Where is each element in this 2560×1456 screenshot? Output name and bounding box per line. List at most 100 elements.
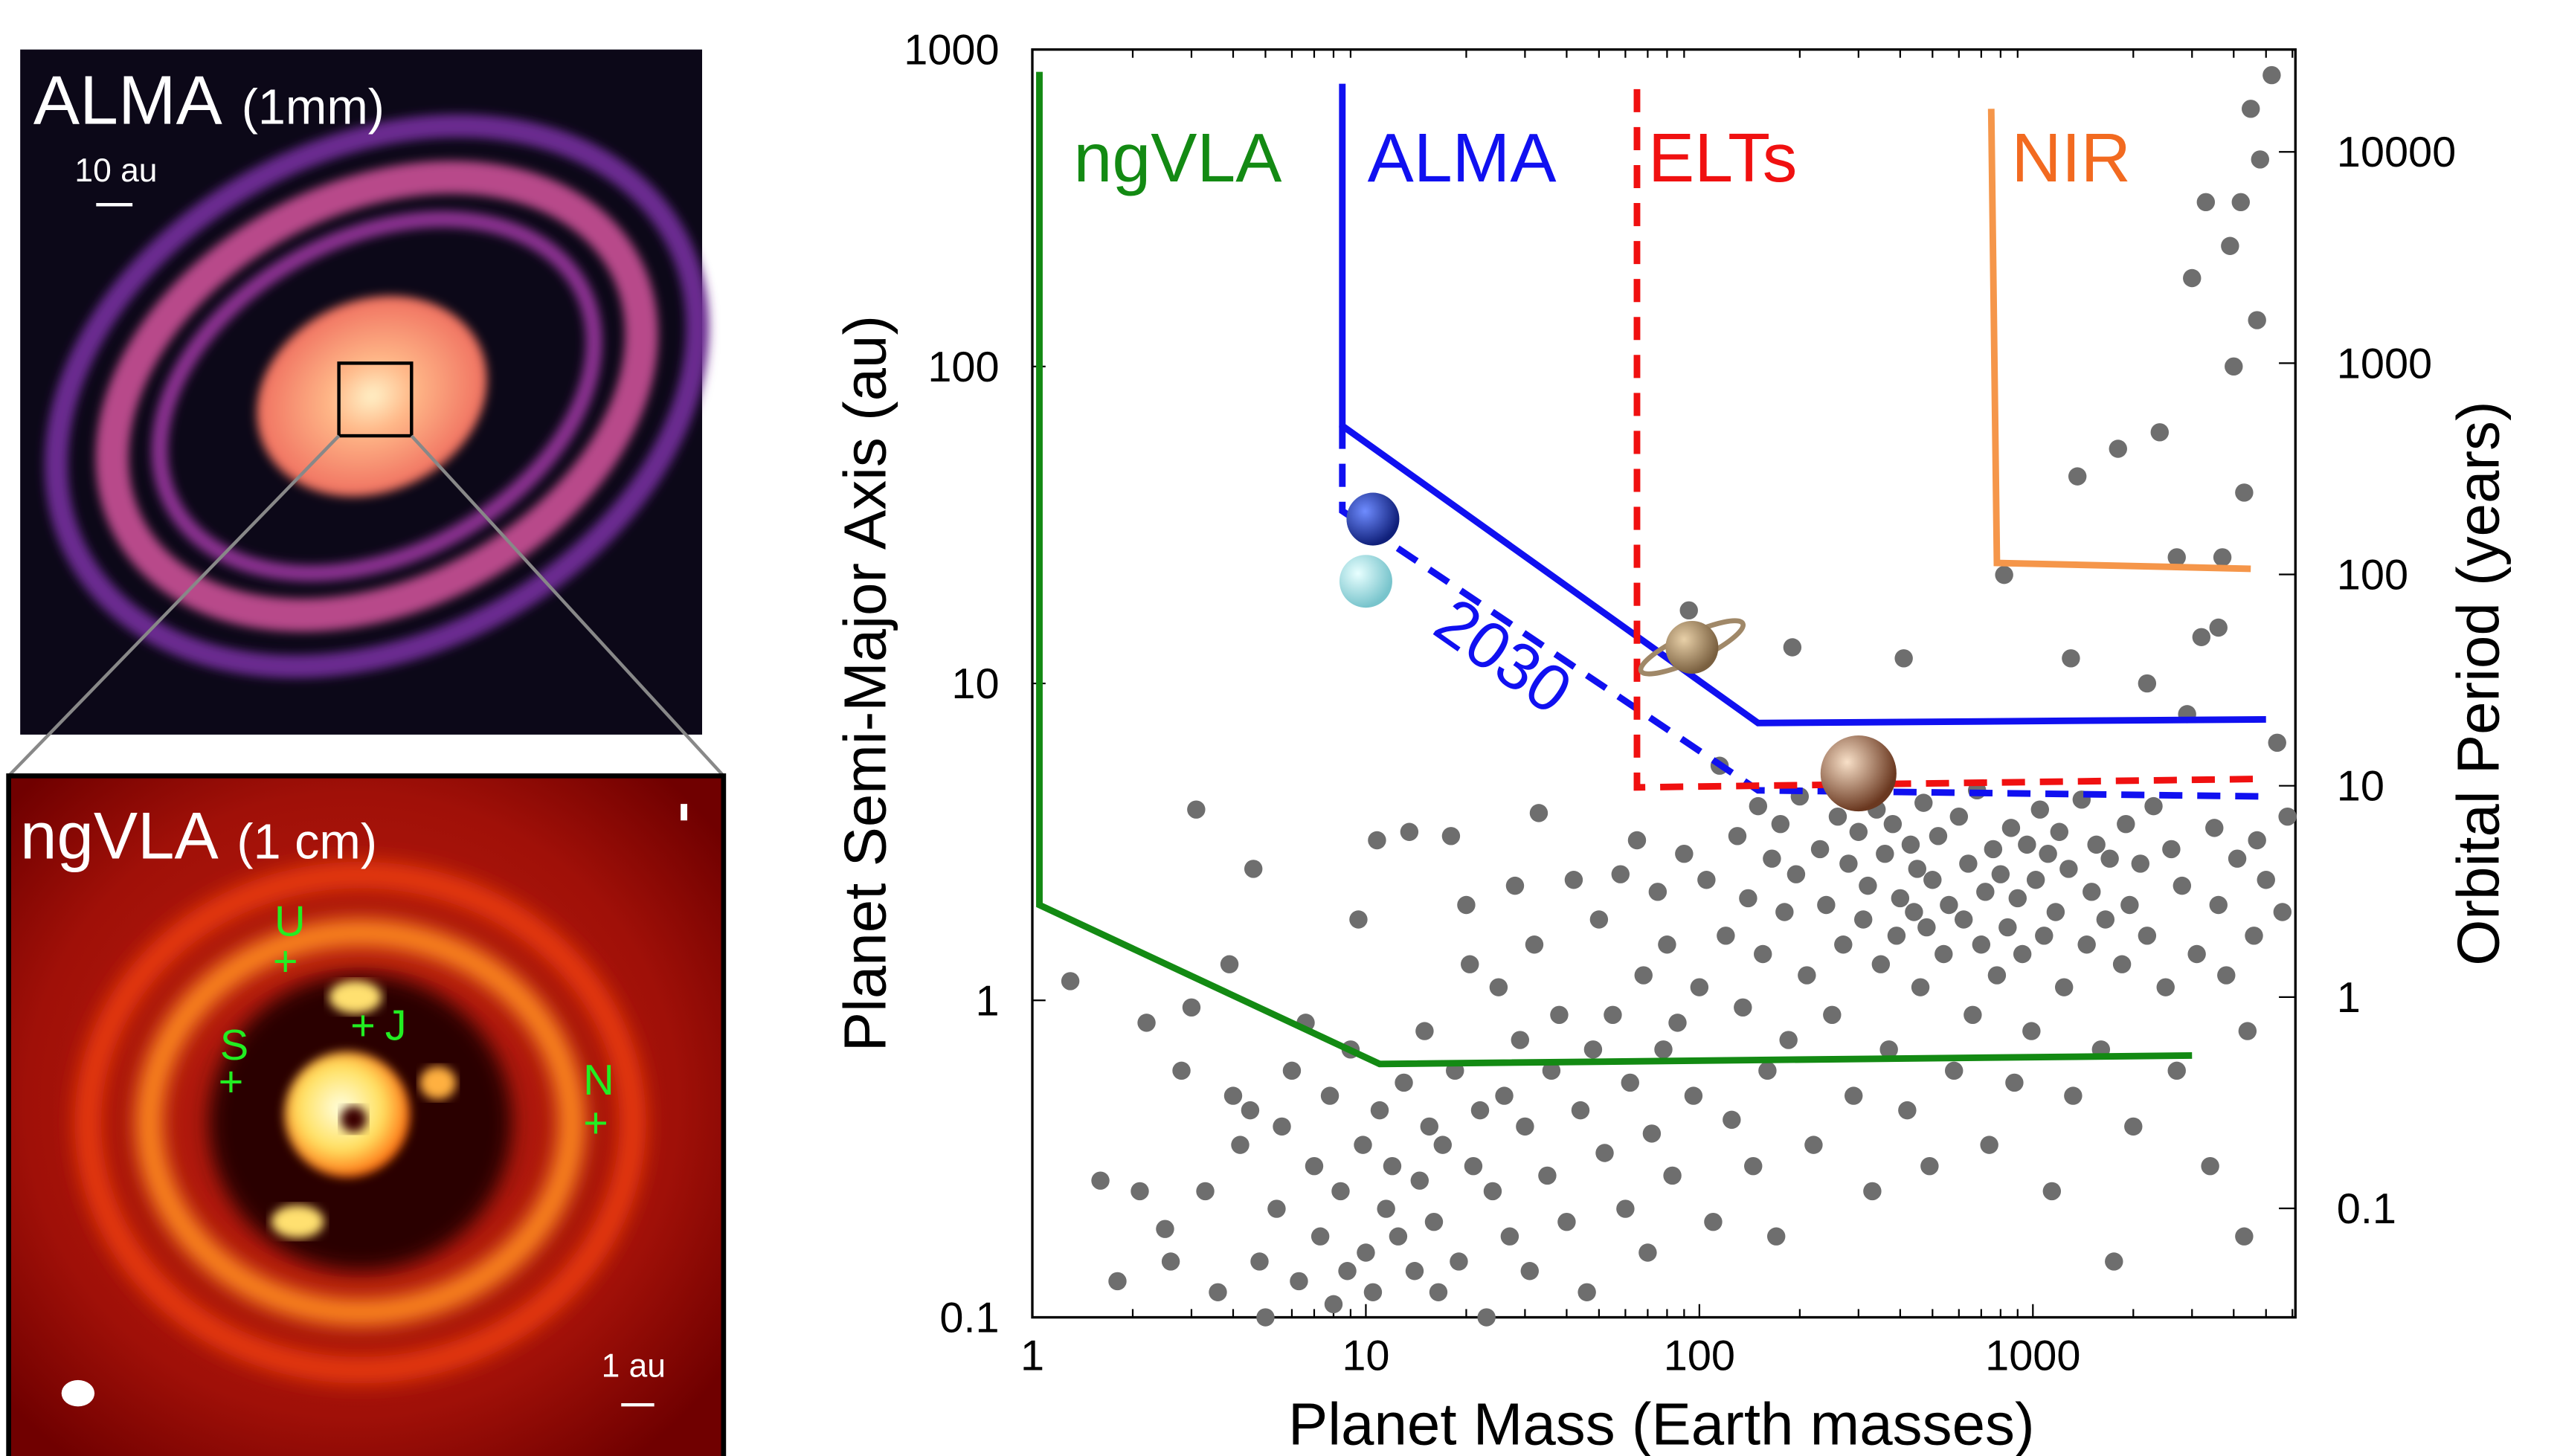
exoplanet-point — [1557, 1213, 1576, 1231]
exoplanet-point — [1668, 1014, 1687, 1032]
exoplanet-point — [2273, 903, 2292, 921]
exoplanet-point — [2013, 944, 2032, 964]
exoplanet-point — [1220, 955, 1239, 973]
planet-marker-saturn: S + — [219, 1022, 249, 1106]
exoplanet-point — [1849, 822, 1868, 841]
exoplanet-point — [2005, 1073, 2024, 1092]
exoplanet-point — [1415, 1022, 1434, 1040]
exoplanet-point — [1914, 793, 1933, 812]
exoplanet-point — [2156, 978, 2175, 996]
exoplanet-point — [2257, 871, 2275, 889]
exoplanet-point — [1905, 903, 1923, 921]
exoplanet-point — [1621, 1073, 1639, 1092]
exoplanet-point — [1923, 871, 1942, 889]
exoplanet-point — [1901, 835, 1920, 854]
exoplanet-point — [1500, 1227, 1519, 1246]
exoplanet-point — [2105, 1252, 2123, 1271]
exoplanet-point — [1648, 883, 1667, 901]
svg-text:+: + — [273, 938, 298, 985]
exoplanet-point — [1863, 1182, 1882, 1201]
exoplanet-point — [1241, 1101, 1260, 1120]
exoplanet-point — [2144, 796, 2163, 816]
exoplanet-point — [1887, 927, 1906, 945]
exoplanet-point — [1834, 935, 1853, 954]
exoplanet-point — [1273, 1117, 1291, 1136]
exoplanet-point — [1959, 854, 1978, 873]
planet-detection-chart: 1 10 100 1000 0.1 1 10 100 1000 0.1 1 10 100 1000 1000… — [832, 27, 2511, 1456]
exoplanet-point — [1320, 1086, 1340, 1105]
exoplanet-point — [1354, 1136, 1372, 1154]
exoplanet-point — [1891, 889, 1910, 908]
exoplanet-point — [2062, 649, 2080, 668]
ngvla-title: ngVLA (1 cm) — [20, 799, 377, 872]
exoplanet-point — [1763, 849, 1781, 868]
alma-scale-label: 10 au — [74, 152, 157, 189]
exoplanet-point — [1771, 814, 1790, 834]
exoplanet-point — [1244, 860, 1263, 878]
planet-marker-jupiter: + J — [350, 1002, 406, 1050]
exoplanet-point — [1611, 865, 1630, 883]
planet-marker-neptune: N + — [583, 1057, 614, 1147]
y2-tick-label: 10000 — [2337, 129, 2456, 176]
exoplanet-point — [1489, 978, 1508, 996]
exoplanet-point — [1209, 1283, 1227, 1301]
exoplanet-point — [2209, 618, 2228, 637]
exoplanet-point — [2268, 733, 2286, 753]
exoplanet-point — [1684, 1086, 1703, 1105]
exoplanet-point — [1817, 895, 1836, 915]
exoplanet-point — [1061, 972, 1080, 990]
exoplanet-point — [2213, 548, 2232, 567]
exoplanet-point — [2167, 1061, 2186, 1080]
exoplanet-point — [1267, 1199, 1286, 1218]
exoplanet-point — [1424, 1213, 1444, 1231]
planet-jupiter — [1820, 735, 1897, 812]
exoplanet-point — [2064, 1086, 2083, 1105]
exoplanet-point — [2018, 835, 2036, 854]
exoplanet-point — [1995, 565, 2013, 584]
exoplanet-point — [1464, 1156, 1483, 1176]
label-alma: ALMA — [1368, 119, 1557, 196]
exoplanet-point — [1550, 1005, 1569, 1025]
exoplanet-point — [2100, 849, 2119, 868]
limit-curve-elts — [1633, 88, 2266, 791]
exoplanet-point — [2242, 100, 2260, 118]
exoplanet-point — [1739, 889, 1757, 908]
svg-text:+: + — [583, 1100, 608, 1147]
exoplanet-point — [1654, 1040, 1673, 1059]
exoplanet-point — [1980, 1136, 1998, 1154]
exoplanet-point — [2205, 819, 2224, 837]
exoplanet-point — [1675, 844, 1694, 863]
exoplanet-point — [2131, 854, 2150, 873]
zoom-box — [337, 361, 414, 438]
svg-text:+: + — [219, 1058, 244, 1106]
svg-text:N: N — [583, 1057, 614, 1104]
exoplanet-point — [2173, 876, 2192, 895]
exoplanet-point — [2042, 1182, 2062, 1201]
svg-text:S: S — [220, 1022, 249, 1069]
exoplanet-point — [1477, 1308, 1496, 1327]
exoplanet-point — [2245, 927, 2263, 945]
exoplanet-point — [1091, 1171, 1110, 1190]
exoplanet-point — [1876, 844, 1894, 863]
exoplanet-point — [2162, 840, 2181, 859]
exoplanet-point — [2124, 1117, 2143, 1136]
exoplanet-point — [1690, 978, 1709, 996]
exoplanet-point — [1717, 927, 1735, 945]
exoplanet-point — [1256, 1308, 1275, 1327]
exoplanet-point — [2187, 944, 2206, 964]
exoplanet-point — [1161, 1252, 1180, 1271]
exoplanet-point — [1642, 1124, 1662, 1143]
exoplanet-point — [1604, 1005, 1622, 1025]
exoplanet-point — [2087, 835, 2106, 854]
exoplanet-point — [1879, 1040, 1898, 1059]
x-tick-label: 100 — [1664, 1333, 1735, 1380]
exoplanet-point — [2077, 935, 2096, 954]
label-2030: 2030 — [1422, 584, 1585, 728]
planet-neptune — [1346, 492, 1400, 546]
exoplanet-point — [1991, 865, 2010, 883]
limit-curve-nir — [1987, 109, 2251, 573]
exoplanet-point — [1704, 1213, 1723, 1231]
exoplanet-point — [1542, 1061, 1561, 1080]
exoplanet-point — [1775, 903, 1794, 921]
exoplanet-point — [2068, 467, 2087, 486]
